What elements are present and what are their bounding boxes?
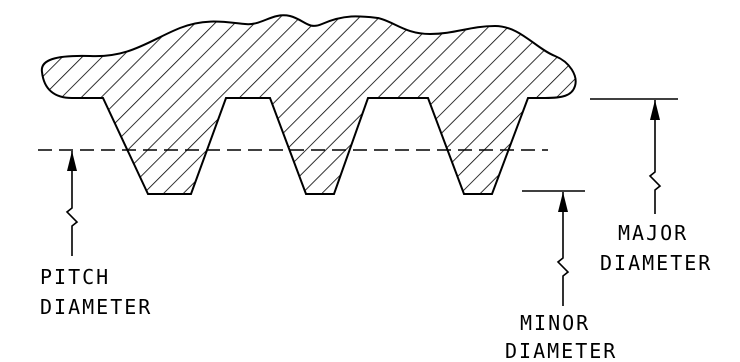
major-dimension-leader xyxy=(648,100,662,214)
pitch-label-line2: DIAMETER xyxy=(40,295,152,319)
minor-dimension-leader xyxy=(556,192,570,306)
major-label-line2: DIAMETER xyxy=(600,251,712,275)
pitch-arrowhead xyxy=(67,151,77,171)
minor-label-line2: DIAMETER xyxy=(505,339,617,362)
major-arrowhead xyxy=(650,100,660,120)
pitch-label-line1: PITCH xyxy=(40,265,110,289)
thread-profile xyxy=(40,14,577,195)
minor-label-line1: MINOR xyxy=(520,311,590,335)
major-label-line1: MAJOR xyxy=(618,221,688,245)
minor-arrowhead xyxy=(558,192,568,212)
pitch-dimension-leader xyxy=(65,151,79,256)
